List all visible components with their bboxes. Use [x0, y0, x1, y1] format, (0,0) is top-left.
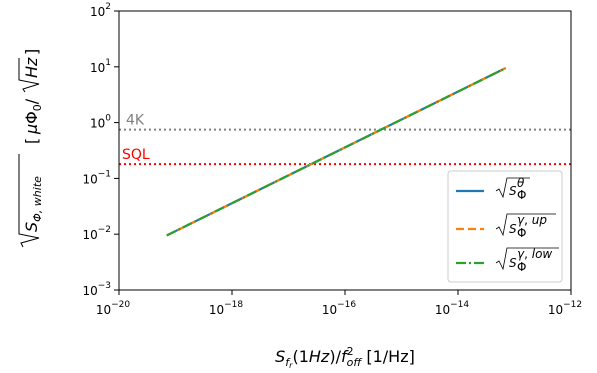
svg-text:Hz: Hz [22, 57, 41, 78]
y-tick-label: 100 [90, 114, 111, 131]
x-tick-label: 10−16 [322, 300, 357, 317]
svg-text:Φ: Φ [517, 188, 526, 202]
reference-lines [119, 128, 571, 166]
legend-label-theta: S Φ θ [495, 176, 530, 202]
x-tick-label: 10−14 [435, 300, 470, 317]
y-tick-label: 102 [90, 2, 111, 19]
svg-text:S: S [509, 256, 517, 270]
x-axis-label: Sfr(1Hz)/f2 off [1/Hz] [275, 345, 415, 370]
series-lines [166, 67, 507, 237]
y-ticks: 10−3 10−2 10−1 100 101 102 [82, 2, 119, 298]
svg-text:S: S [509, 222, 517, 236]
svg-text:γ, low: γ, low [517, 247, 552, 261]
legend-label-gamma-up: S Φ γ, up [495, 213, 556, 240]
x-ticks: 10−20 10−18 10−16 10−14 10−12 [96, 290, 582, 317]
legend: S Φ θ S Φ γ, up S Φ γ, low [447, 170, 563, 283]
ref-label-4k: 4K [126, 113, 145, 129]
y-axis-label: SΦ, white [ μΦ0/ Hz ] [18, 49, 44, 248]
y-tick-label: 10−2 [82, 225, 111, 242]
x-tick-label: 10−20 [96, 300, 131, 317]
svg-text:Φ: Φ [517, 260, 526, 274]
ref-label-sql: SQL [122, 147, 150, 163]
x-tick-label: 10−12 [548, 300, 582, 317]
legend-label-gamma-low: S Φ γ, low [495, 247, 559, 274]
y-tick-label: 10−1 [82, 169, 111, 186]
x-tick-label: 10−18 [209, 300, 244, 317]
series-line-2 [166, 67, 507, 237]
svg-text:Φ: Φ [517, 226, 526, 240]
y-tick-label: 10−3 [82, 281, 111, 298]
svg-text:γ, up: γ, up [517, 213, 547, 227]
svg-text:]: ] [22, 49, 41, 55]
svg-text:μΦ0/: μΦ0/ [22, 98, 44, 135]
svg-text:SΦ, white: SΦ, white [22, 176, 44, 232]
svg-text:θ: θ [517, 176, 525, 190]
svg-text:[: [ [22, 138, 41, 144]
svg-text:S: S [509, 184, 517, 198]
y-tick-label: 101 [90, 58, 111, 75]
